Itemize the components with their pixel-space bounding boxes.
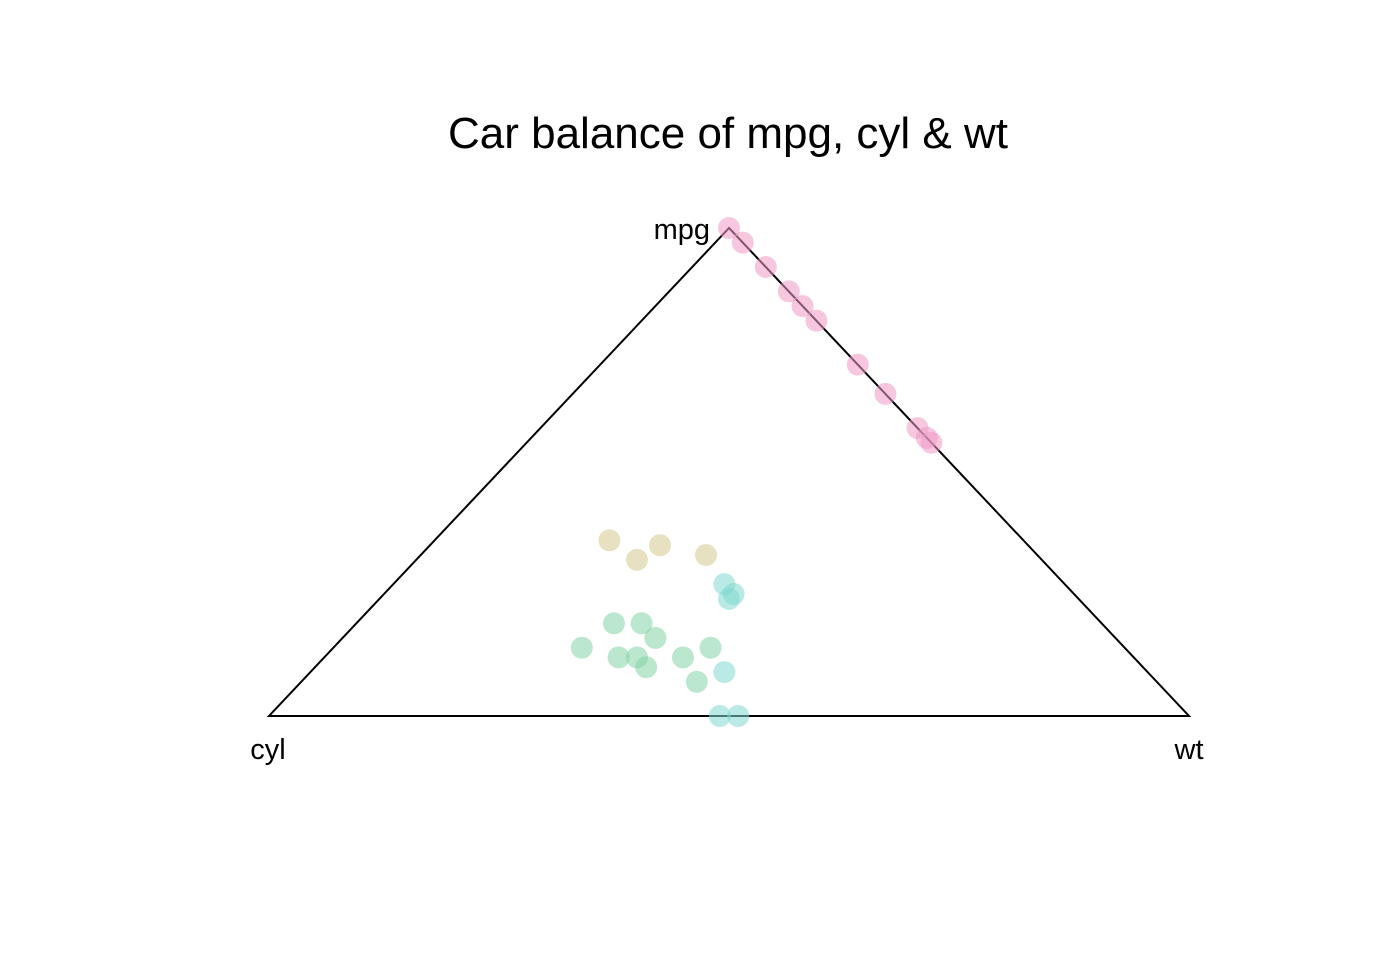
data-point-group1-7	[846, 353, 869, 376]
data-point-group3-5	[708, 705, 731, 727]
data-point-group4-2	[630, 612, 653, 635]
data-point-group4-8	[672, 646, 694, 669]
data-point-group1-8	[874, 382, 897, 405]
data-point-group4-6	[607, 646, 630, 669]
data-point-group1-3	[754, 256, 777, 278]
data-points-layer	[570, 217, 943, 727]
data-point-group4-4	[570, 636, 593, 659]
data-point-group4-9	[635, 656, 658, 679]
vertex-label-mpg: mpg	[654, 214, 710, 246]
data-point-group2-4	[695, 544, 717, 566]
vertex-label-wt: wt	[1174, 734, 1204, 766]
data-point-group2-3	[626, 548, 648, 571]
data-point-group3-6	[727, 705, 750, 727]
data-point-group3-4	[713, 661, 736, 684]
data-point-group4-10	[685, 670, 708, 693]
data-point-group1-5	[791, 295, 814, 318]
data-point-group1-6	[805, 309, 828, 332]
data-point-group2-1	[598, 529, 621, 552]
data-point-group4-1	[603, 612, 625, 635]
chart-title: Car balance of mpg, cyl & wt	[448, 109, 1008, 158]
ternary-triangle	[266, 226, 1192, 717]
data-point-group4-5	[699, 636, 722, 659]
data-point-group1-4	[777, 280, 800, 303]
data-point-group1-1	[718, 217, 740, 239]
data-point-group4-3	[644, 626, 667, 649]
vertex-label-cyl: cyl	[250, 734, 285, 766]
data-point-group3-3	[718, 587, 740, 610]
data-point-group1-2	[731, 231, 754, 254]
data-point-group2-2	[649, 534, 671, 557]
data-point-group1-11	[920, 431, 943, 454]
